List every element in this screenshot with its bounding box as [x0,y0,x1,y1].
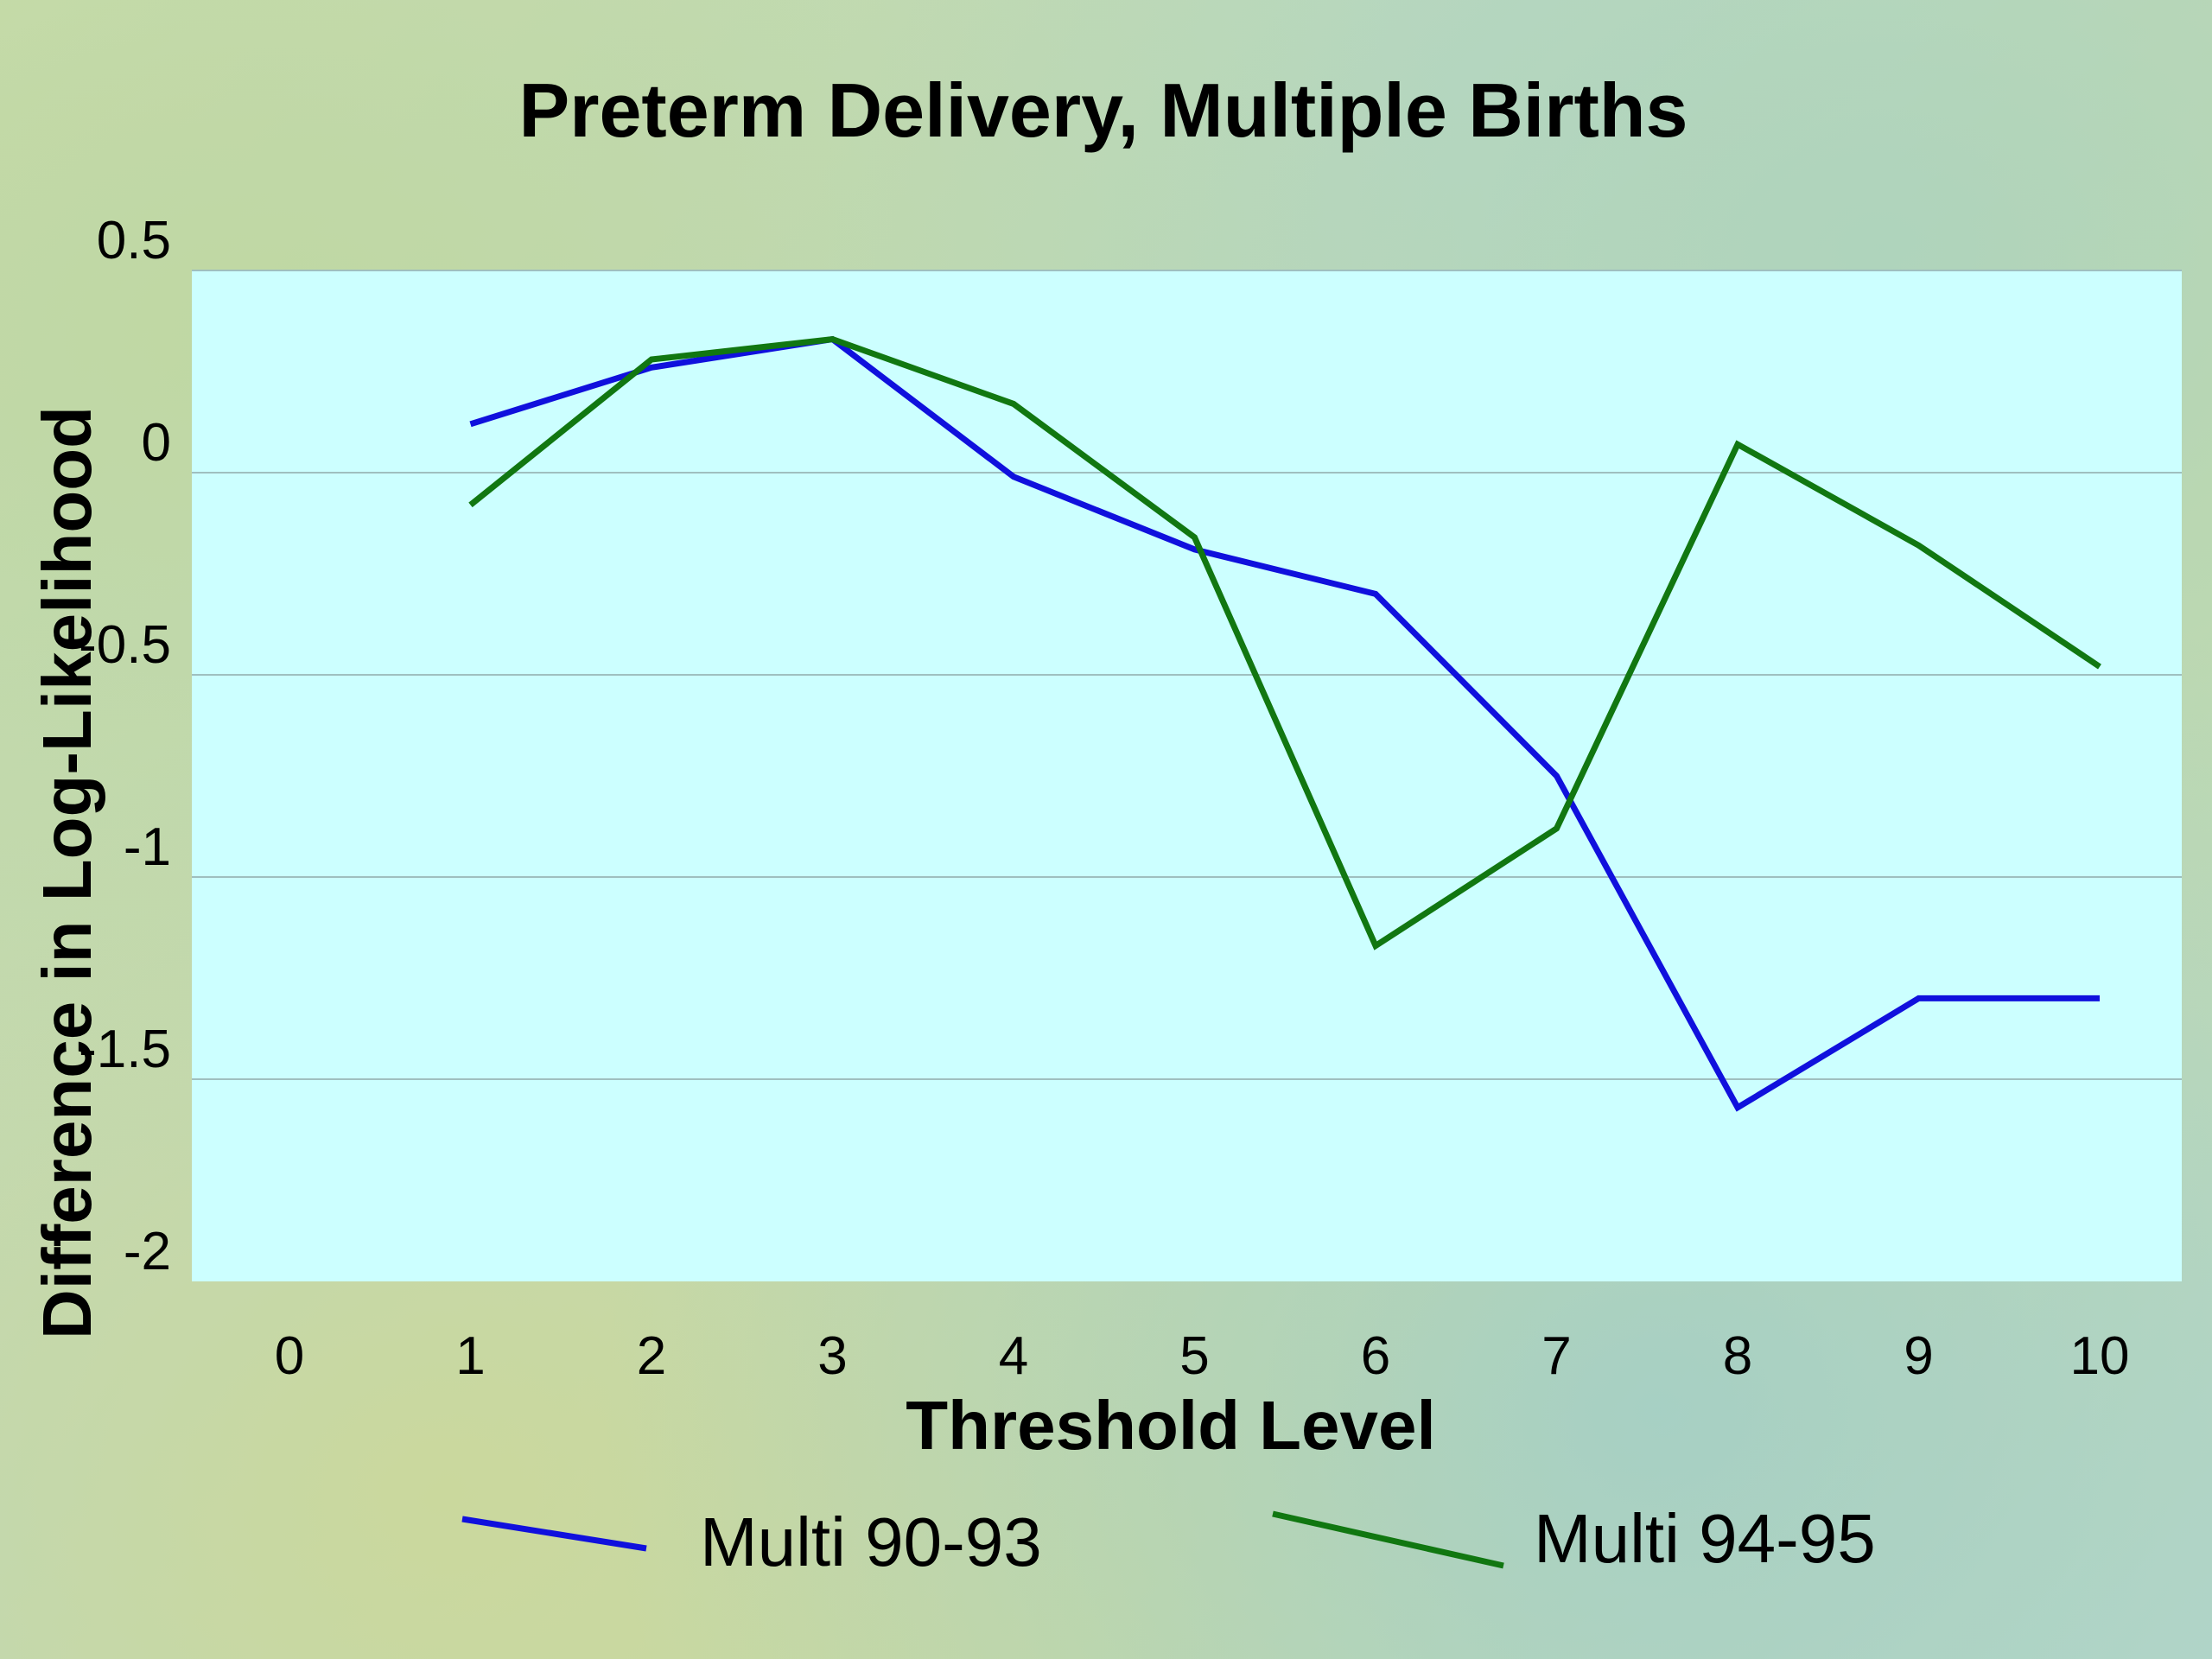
gridlines [192,270,2182,1080]
legend-swatch-multi-90-93 [461,1516,647,1552]
y-tick-label: 0.5 [97,211,171,270]
y-tick-label: -0.5 [79,615,171,675]
y-tick-label: -1.5 [79,1020,171,1079]
legend-label-multi-90-93: Multi 90-93 [700,1503,1042,1580]
y-tick-label: -2 [124,1222,171,1281]
x-tick-label: 5 [1179,1326,1209,1386]
x-tick-label: 6 [1361,1326,1390,1386]
chart-title: Preterm Delivery, Multiple Births [519,67,1688,153]
series-line-multi-94-95 [468,336,2101,950]
series-line-multi-90-93 [469,335,2100,1112]
x-tick-label: 3 [817,1326,847,1386]
legend-swatch-multi-94-95 [1272,1510,1504,1569]
x-tick-label: 8 [1723,1326,1752,1386]
plot-area [192,270,2182,1281]
x-tick-label: 1 [455,1326,485,1386]
legend-label-multi-94-95: Multi 94-95 [1534,1500,1876,1577]
y-axis-ticks: 0.5 0 -0.5 -1 -1.5 -2 [79,211,171,1281]
series-lines [468,335,2101,1112]
x-tick-label: 10 [2070,1326,2130,1386]
x-axis-title: Threshold Level [906,1387,1435,1464]
x-axis-ticks: 0 1 2 3 4 5 6 7 8 9 10 [275,1326,2130,1386]
legend: Multi 90-93 Multi 94-95 [461,1500,1876,1580]
x-tick-label: 7 [1541,1326,1571,1386]
x-tick-label: 9 [1904,1326,1933,1386]
y-tick-label: 0 [142,413,171,473]
y-axis-title: Difference in Log-Likelihood [29,406,105,1339]
x-tick-label: 4 [999,1326,1028,1386]
x-tick-label: 0 [275,1326,304,1386]
x-tick-label: 2 [637,1326,666,1386]
y-tick-label: -1 [124,817,171,877]
